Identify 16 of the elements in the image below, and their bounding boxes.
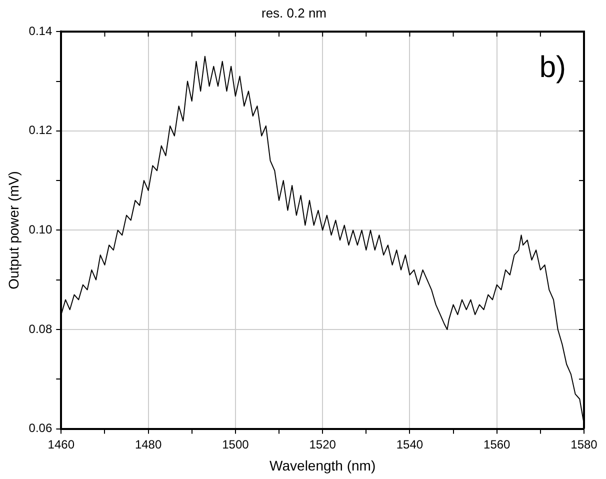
y-tick-label: 0.10 <box>28 222 52 237</box>
x-tick-label: 1540 <box>396 437 424 452</box>
x-axis-title: Wavelength (nm) <box>270 457 376 474</box>
x-tick-label: 1460 <box>48 437 75 452</box>
y-tick-label: 0.08 <box>28 322 52 336</box>
y-tick-label: 0.12 <box>28 123 52 138</box>
x-tick-label: 1480 <box>134 437 162 452</box>
x-tick-label: 1560 <box>484 437 511 452</box>
y-tick-label: 0.14 <box>28 24 52 38</box>
x-tick-label: 1520 <box>309 437 336 452</box>
chart-title: res. 0.2 nm <box>261 5 327 20</box>
y-axis-title: Output power (mV) <box>5 171 22 290</box>
annotation: b) <box>539 50 566 84</box>
x-tick-label: 1580 <box>570 437 598 452</box>
y-tick-label: 0.06 <box>28 421 52 436</box>
x-tick-label: 1500 <box>222 437 250 452</box>
